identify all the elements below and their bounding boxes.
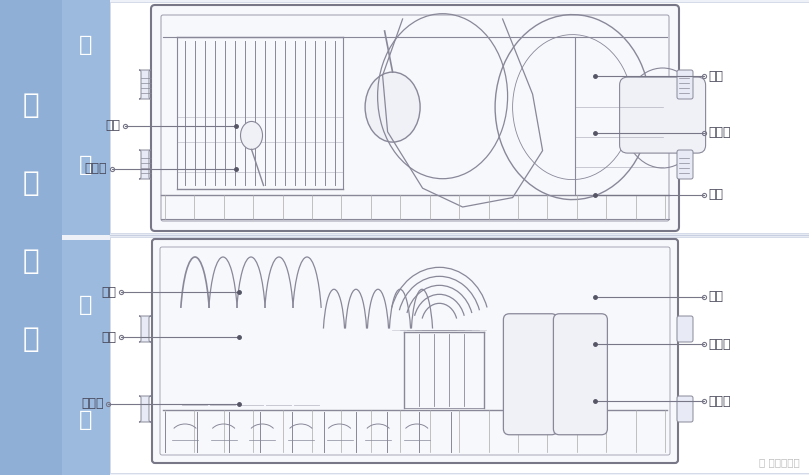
Text: 摆: 摆 — [23, 247, 40, 275]
FancyBboxPatch shape — [677, 396, 693, 422]
Bar — [62, 0, 110, 235]
Bar — [110, 237, 809, 473]
FancyBboxPatch shape — [139, 70, 151, 99]
Text: 面碗: 面碗 — [709, 290, 724, 304]
Text: 小汤勺: 小汤勺 — [84, 162, 107, 175]
Text: 筷: 筷 — [23, 169, 40, 197]
Text: 筷子: 筷子 — [105, 119, 121, 133]
Text: 玻璃杯: 玻璃杯 — [709, 395, 731, 408]
Text: 佐料碟: 佐料碟 — [81, 397, 104, 410]
FancyBboxPatch shape — [139, 396, 151, 422]
Bar — [0, 0, 62, 475]
Text: 马克杯: 马克杯 — [709, 338, 731, 351]
Text: 碗: 碗 — [23, 91, 40, 119]
FancyBboxPatch shape — [503, 314, 557, 435]
Text: 饭勺: 饭勺 — [709, 188, 724, 201]
FancyBboxPatch shape — [139, 150, 151, 179]
FancyBboxPatch shape — [677, 150, 693, 179]
Ellipse shape — [365, 72, 420, 142]
Text: 放: 放 — [23, 325, 40, 353]
Text: 米饭碗: 米饭碗 — [709, 126, 731, 140]
FancyBboxPatch shape — [677, 70, 693, 99]
Bar — [110, 2, 809, 233]
Text: 篮: 篮 — [79, 155, 93, 175]
Text: 汤勺: 汤勺 — [709, 69, 724, 83]
FancyBboxPatch shape — [553, 314, 608, 435]
Text: 浅盘: 浅盘 — [101, 331, 116, 344]
FancyBboxPatch shape — [152, 239, 678, 463]
Text: 篮: 篮 — [79, 410, 93, 430]
FancyBboxPatch shape — [139, 316, 151, 342]
Text: 深盘: 深盘 — [101, 285, 116, 299]
Ellipse shape — [240, 122, 262, 150]
FancyBboxPatch shape — [151, 5, 679, 231]
Text: 下: 下 — [79, 295, 93, 315]
Text: 值 什么值得买: 值 什么值得买 — [760, 457, 800, 467]
Bar — [62, 240, 110, 475]
FancyBboxPatch shape — [620, 77, 705, 153]
FancyBboxPatch shape — [677, 316, 693, 342]
Text: 上: 上 — [79, 35, 93, 55]
